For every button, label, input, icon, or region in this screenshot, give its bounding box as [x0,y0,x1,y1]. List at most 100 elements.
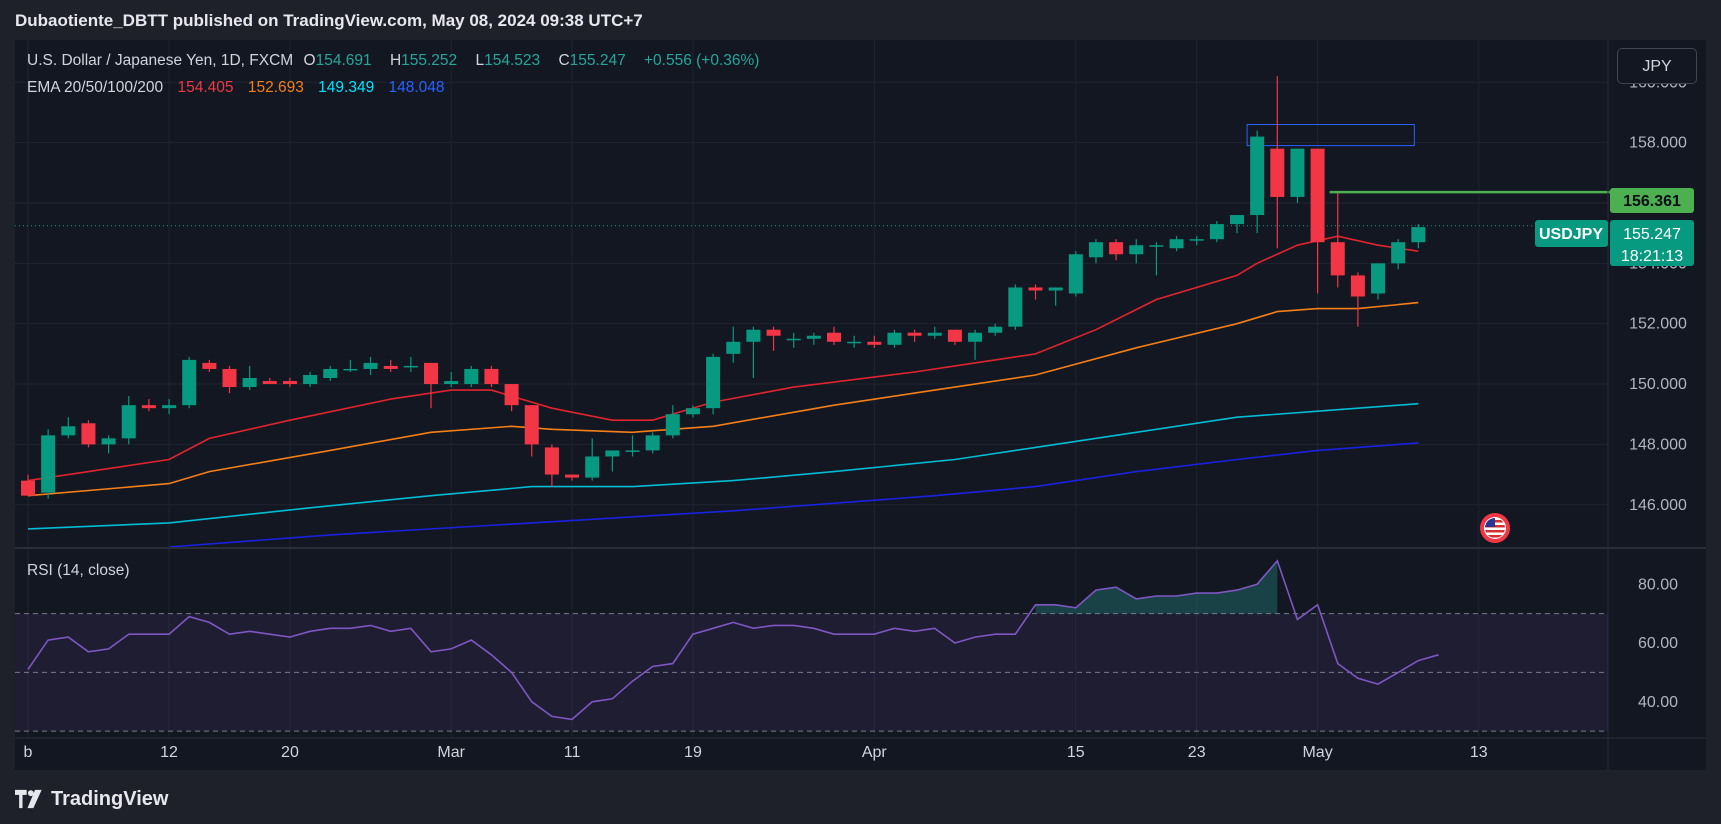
time-tick-label: 12 [160,744,178,761]
candle[interactable] [202,362,217,369]
candle[interactable] [988,326,1003,333]
candle[interactable] [1129,245,1144,255]
candle[interactable] [706,356,721,409]
candle[interactable] [565,474,580,478]
candle[interactable] [806,335,821,339]
rsi-tick-label: 80.00 [1638,576,1678,593]
candle[interactable] [665,414,680,436]
ema-line [27,402,1419,530]
time-tick-label: 23 [1188,744,1206,761]
symbol-title[interactable]: U.S. Dollar / Japanese Yen, 1D, FXCM [27,52,294,69]
chart-panel[interactable] [15,40,1706,770]
candle[interactable] [282,381,297,385]
candle[interactable] [645,435,660,451]
candle[interactable] [141,405,156,409]
candle[interactable] [121,405,136,439]
candle[interactable] [1209,224,1224,240]
candle[interactable] [1008,287,1023,327]
candle[interactable] [81,423,96,445]
candle[interactable] [182,359,197,406]
candle[interactable] [424,362,438,385]
candle[interactable] [1371,263,1386,294]
candle[interactable] [947,329,962,342]
candle[interactable] [242,378,257,388]
candle[interactable] [867,341,882,345]
candle[interactable] [21,480,35,496]
candle[interactable] [685,408,700,415]
candle[interactable] [1048,287,1063,291]
candle[interactable] [1411,227,1426,243]
candle[interactable] [605,450,620,457]
candle[interactable] [444,381,459,385]
rsi-label: RSI (14, close) [27,562,130,579]
candle[interactable] [907,332,922,336]
candle[interactable] [585,456,600,478]
candle[interactable] [41,435,56,493]
ema-legend[interactable]: EMA 20/50/100/200 154.405 152.693 149.34… [27,79,451,97]
candle[interactable] [1350,275,1365,297]
candle[interactable] [1391,242,1406,264]
ema20-value: 154.405 [177,79,234,96]
time-tick-label: May [1302,744,1332,761]
time-tick-label: Apr [862,744,888,761]
candle[interactable] [484,368,499,385]
price-tick-label: 158.000 [1629,135,1687,152]
candle[interactable] [968,332,983,342]
candle[interactable] [61,426,76,436]
candle[interactable] [1290,148,1305,197]
close-label: C [558,52,570,69]
time-tick-label: 20 [281,744,299,761]
candle[interactable] [1169,239,1184,249]
candle[interactable] [1270,148,1285,197]
us-flag-icon[interactable] [1480,513,1510,543]
candle[interactable] [766,329,781,336]
candle[interactable] [746,329,761,342]
candle[interactable] [504,384,519,406]
candle[interactable] [1109,242,1124,255]
candle[interactable] [1149,245,1164,247]
candle[interactable] [1310,148,1325,243]
candle[interactable] [303,374,318,385]
candle[interactable] [1068,254,1083,294]
rsi-line [27,559,1439,721]
candle[interactable] [1088,242,1103,258]
candle[interactable] [544,447,559,475]
ema-label: EMA 20/50/100/200 [27,79,164,96]
ohlc-legend: U.S. Dollar / Japanese Yen, 1D, FXCM O15… [27,52,773,70]
candle[interactable] [162,405,177,409]
candle[interactable] [464,368,479,385]
candle[interactable] [786,338,801,341]
candle[interactable] [262,381,277,385]
candle[interactable] [887,332,902,345]
candle[interactable] [1250,136,1265,216]
candle[interactable] [323,368,338,378]
candle[interactable] [1189,239,1204,241]
candle[interactable] [726,341,741,354]
currency-button[interactable]: JPY [1617,48,1697,84]
tradingview-footer[interactable]: TradingView [15,785,168,813]
price-axis: 160.000158.000156.000154.000152.000150.0… [1629,74,1687,711]
candle[interactable] [1230,215,1244,225]
time-tick-label: b [24,744,33,761]
rsi-legend[interactable]: RSI (14, close) [27,562,136,580]
candle[interactable] [363,362,378,369]
candle[interactable] [1330,242,1345,276]
candle[interactable] [383,365,398,369]
candle[interactable] [343,368,358,371]
candle[interactable] [827,332,841,342]
rsi-tick-label: 40.00 [1638,694,1678,711]
candle[interactable] [625,450,640,452]
ema200-value: 148.048 [388,79,445,96]
candle[interactable] [1028,287,1043,291]
candle[interactable] [403,365,418,368]
candle[interactable] [524,405,539,445]
candle[interactable] [101,438,116,445]
symbol-tag-text: USDJPY [1539,226,1603,243]
candle[interactable] [847,341,862,344]
low-label: L [475,52,485,69]
grid [15,40,1608,737]
candle[interactable] [927,332,942,336]
candle[interactable] [222,368,237,388]
resistance-box[interactable] [1246,124,1415,147]
